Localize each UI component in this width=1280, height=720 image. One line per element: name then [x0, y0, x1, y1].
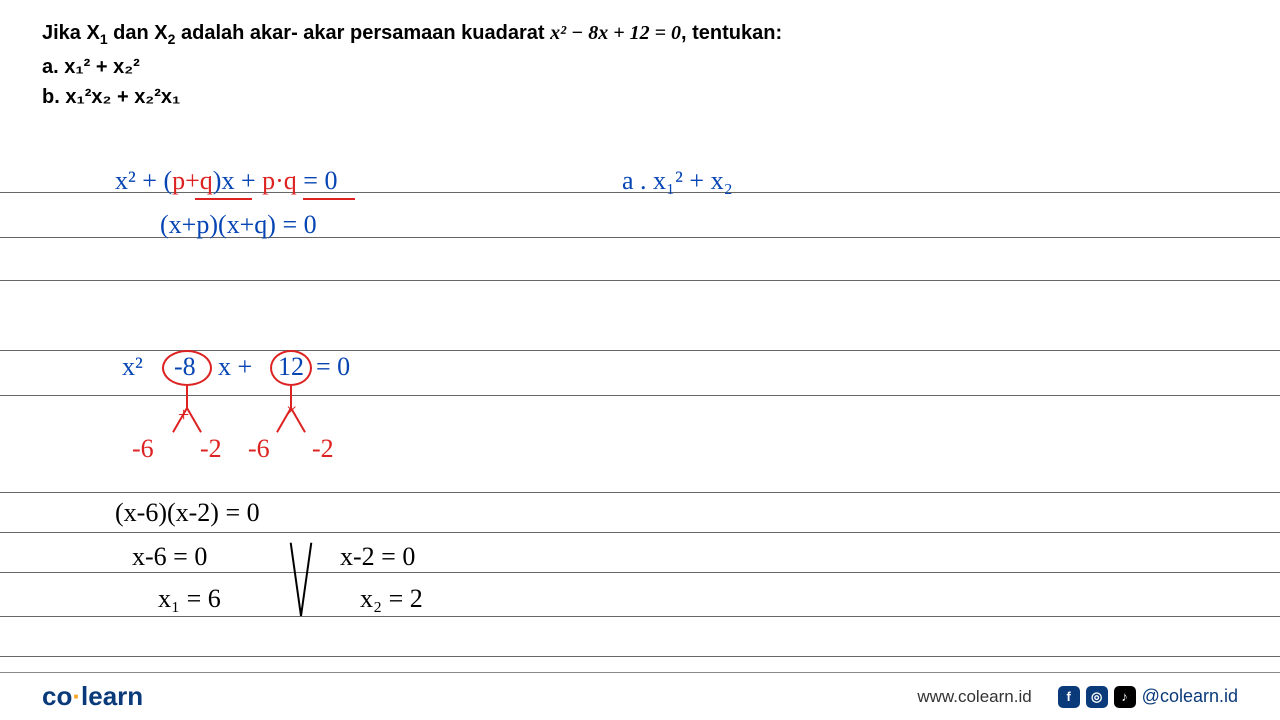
instagram-icon[interactable]: ◎	[1086, 686, 1108, 708]
circle-12	[270, 350, 312, 386]
brand-co: co	[42, 681, 72, 711]
hw-eq3-x2: x²	[122, 352, 143, 382]
social-links: www.colearn.id f ◎ ♪ @colearn.id	[917, 686, 1238, 708]
hw-eq3-eq0: = 0	[316, 352, 350, 382]
v-divider	[300, 543, 312, 617]
hw-sol1b: x₁ = 6	[158, 584, 221, 614]
hw-eq2: (x+p)(x+q) = 0	[160, 210, 317, 240]
rule	[0, 280, 1280, 281]
tiktok-icon[interactable]: ♪	[1114, 686, 1136, 708]
rule	[0, 532, 1280, 533]
hw-factored: (x-6)(x-2) = 0	[115, 498, 260, 528]
circle-neg8	[162, 350, 212, 386]
sub: 1	[100, 31, 108, 47]
hw-n6a: -6	[132, 434, 154, 464]
problem-part-a: a. x₁² + x₂²	[42, 52, 1238, 82]
text: Jika X	[42, 22, 100, 44]
underline	[303, 198, 355, 200]
problem-text: Jika X1 dan X2 adalah akar- akar persama…	[0, 0, 1280, 122]
hw-plus: +	[178, 404, 189, 427]
hw-n6b: -6	[248, 434, 270, 464]
underline	[195, 198, 252, 200]
work-area: x² + (p+q)x + p·q = 0 (x+p)(x+q) = 0 a .…	[0, 122, 1280, 682]
website-url[interactable]: www.colearn.id	[917, 687, 1031, 707]
footer: co·learn www.colearn.id f ◎ ♪ @colearn.i…	[0, 672, 1280, 720]
facebook-icon[interactable]: f	[1058, 686, 1080, 708]
hw-sol1a: x-6 = 0	[132, 542, 207, 572]
brand-dot: ·	[72, 681, 81, 711]
brand-learn: learn	[81, 681, 143, 711]
hw-eq3-xplus: x +	[218, 352, 252, 382]
hw-n2a: -2	[200, 434, 222, 464]
social-handle[interactable]: @colearn.id	[1142, 686, 1238, 707]
problem-part-b: b. x₁²x₂ + x₂²x₁	[42, 82, 1238, 112]
equation: x² − 8x + 12 = 0	[550, 22, 681, 44]
rule	[0, 616, 1280, 617]
hw-right-a: a . x₁² + x₂	[622, 166, 733, 196]
text: adalah akar- akar persamaan kuadarat	[175, 22, 550, 44]
hw-sol2b: x₂ = 2	[360, 584, 423, 614]
hw-times: ×	[286, 400, 297, 423]
brand-logo: co·learn	[42, 681, 143, 712]
hw-sol2a: x-2 = 0	[340, 542, 415, 572]
text: , tentukan:	[681, 22, 782, 44]
hw-n2b: -2	[312, 434, 334, 464]
v-divider	[290, 543, 302, 617]
hw-eq1: x² + (p+q)x + p·q = 0	[115, 166, 337, 196]
rule	[0, 492, 1280, 493]
rule	[0, 395, 1280, 396]
rule	[0, 656, 1280, 657]
rule	[0, 572, 1280, 573]
problem-line1: Jika X1 dan X2 adalah akar- akar persama…	[42, 18, 1238, 50]
text: dan X	[108, 22, 168, 44]
